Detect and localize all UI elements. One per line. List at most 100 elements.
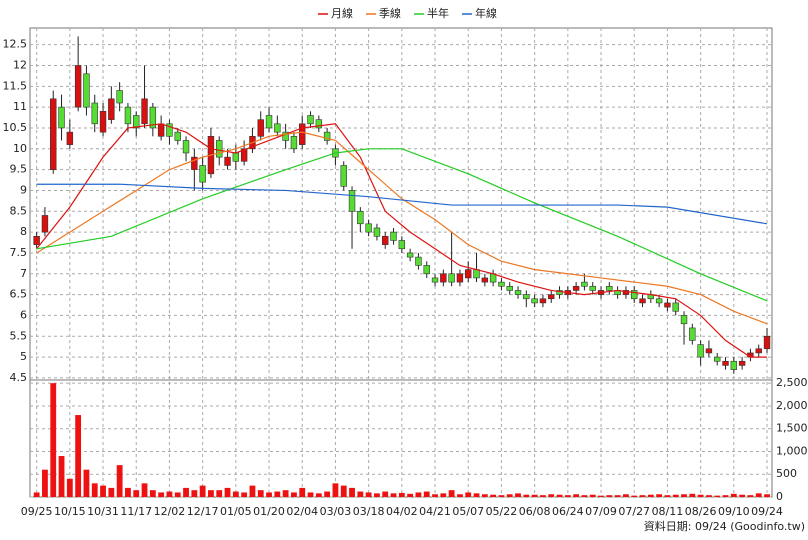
volume-bar <box>241 492 248 497</box>
candle-body <box>33 235 40 245</box>
candle-body <box>257 119 264 137</box>
x-tick-label: 04/21 <box>419 505 451 518</box>
candle-body <box>481 277 489 283</box>
volume-bar <box>581 495 588 497</box>
candle-body <box>440 273 447 283</box>
x-tick-label: 05/22 <box>486 505 518 518</box>
volume-bar <box>473 493 480 497</box>
volume-tick-label: 1,500 <box>776 422 808 435</box>
legend-label: 月線 <box>331 6 353 20</box>
candle-body <box>191 156 198 170</box>
candle-body <box>705 348 713 354</box>
volume-bar <box>490 494 497 497</box>
volume-bar <box>365 492 372 497</box>
candle-body <box>41 215 49 233</box>
candle-body <box>722 360 729 366</box>
volume-bar <box>664 495 671 497</box>
candle-body <box>639 298 646 304</box>
candle-body <box>415 256 422 266</box>
volume-bar <box>432 494 438 497</box>
volume-bar <box>75 415 82 497</box>
candle-body <box>506 285 513 291</box>
volume-bar <box>623 494 629 497</box>
volume-bar <box>58 456 65 497</box>
candle-body <box>465 269 472 279</box>
candle-body <box>755 348 762 354</box>
y-tick-label: 5 <box>20 350 27 363</box>
volume-bar <box>158 492 165 497</box>
candle-body <box>431 277 439 283</box>
candle-body <box>523 294 530 300</box>
candle-body <box>124 106 132 125</box>
volume-bar <box>730 493 737 497</box>
volume-bar <box>714 495 721 497</box>
volume-bar <box>407 493 414 497</box>
volume-bar <box>315 493 322 497</box>
volume-bar <box>681 494 687 497</box>
candle-body <box>315 119 323 129</box>
candle-body <box>631 290 638 300</box>
candle-body <box>216 140 223 158</box>
candle-body <box>556 290 563 295</box>
volume-bar <box>282 490 289 497</box>
volume-bar <box>125 487 131 497</box>
candle-body <box>199 165 206 183</box>
volume-bar <box>183 487 189 497</box>
candle-body <box>548 294 555 300</box>
volume-bar <box>208 490 214 497</box>
volume-bar <box>324 491 331 497</box>
volume-bar <box>589 494 596 497</box>
volume-tick-label: 1,000 <box>776 444 808 457</box>
volume-bar <box>133 490 140 497</box>
x-tick-label: 03/03 <box>320 505 352 518</box>
y-tick-label: 8.5 <box>10 204 28 217</box>
candle-body <box>730 360 738 370</box>
candle-body <box>182 140 190 154</box>
y-tick-label: 12.5 <box>3 38 28 51</box>
candle-body <box>58 106 65 129</box>
candle-body <box>340 165 347 187</box>
footnote: 資料日期: 09/24 (Goodinfo.tw) <box>644 519 805 533</box>
volume-bar <box>141 483 148 497</box>
volume-bar <box>448 490 455 497</box>
volume-bar <box>614 495 621 497</box>
candle-body <box>108 98 115 120</box>
y-tick-label: 4.5 <box>10 371 28 384</box>
volume-bar <box>697 494 704 497</box>
volume-tick-label: 500 <box>776 467 797 480</box>
x-tick-label: 01/05 <box>220 505 252 518</box>
legend-label: 年線 <box>475 6 497 20</box>
candle-body <box>323 131 331 141</box>
candle-body <box>655 298 663 304</box>
y-tick-label: 6.5 <box>10 288 28 301</box>
y-tick-label: 10.5 <box>3 121 28 134</box>
candle-body <box>589 285 596 291</box>
candle-body <box>83 73 90 108</box>
candle-body <box>91 102 98 125</box>
ma-line <box>36 183 768 225</box>
candle-body <box>689 327 696 341</box>
volume-bar <box>357 491 364 497</box>
candle-body <box>149 106 157 129</box>
x-tick-label: 10/15 <box>54 505 86 518</box>
x-tick-label: 10/31 <box>87 505 119 518</box>
candle-body <box>357 210 364 225</box>
candle-body <box>50 98 57 170</box>
volume-bar <box>672 494 679 497</box>
y-tick-label: 5.5 <box>10 329 28 342</box>
volume-bar <box>647 494 654 497</box>
volume-bar <box>257 490 264 497</box>
candle-body <box>572 285 580 291</box>
candle-body <box>714 356 721 362</box>
x-tick-label: 08/11 <box>652 505 684 518</box>
candle-body <box>697 344 704 358</box>
ma-line <box>36 131 768 325</box>
candle-body <box>307 115 314 125</box>
volume-bar <box>498 495 505 497</box>
candle-body <box>157 123 165 137</box>
candle-body <box>265 115 273 129</box>
volume-bar <box>291 492 297 497</box>
volume-bar <box>506 494 513 497</box>
volume-bar <box>706 495 712 497</box>
